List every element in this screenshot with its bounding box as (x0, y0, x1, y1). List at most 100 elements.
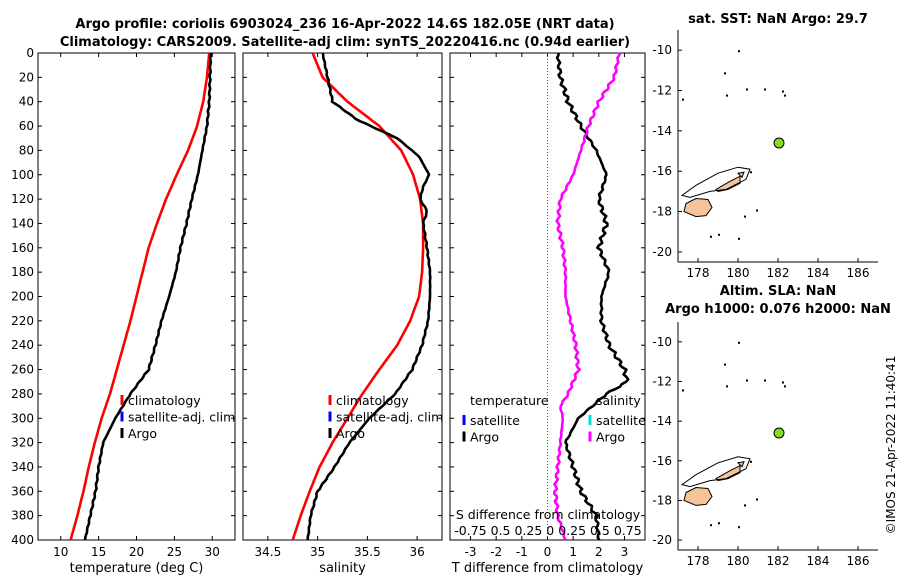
timestamp-label: ©IMOS 21-Apr-2022 11:40:41 (884, 356, 898, 535)
top-axis-label: S difference from climatology (456, 507, 641, 522)
small-island (738, 50, 740, 53)
y-tick-label: 160 (11, 241, 34, 255)
sst-map: sat. SST: NaN Argo: 29.7 178 180 182 184 186 -… (652, 12, 878, 280)
legend-label: Argo (336, 426, 365, 441)
x-tick-label: 1 (569, 545, 577, 559)
x-tick-label: 30 (205, 545, 220, 559)
figure-title-line2: Climatology: CARS2009. Satellite-adj cli… (60, 35, 630, 50)
small-island (726, 385, 728, 388)
y-tick-label: 320 (11, 436, 34, 450)
plot-frame (242, 52, 443, 541)
legend-label: satellite-adj. clim (336, 410, 443, 425)
x-axis-label: T difference from climatology (451, 561, 644, 576)
x-tick-label: 35.5 (354, 545, 381, 559)
map-y-tick-label: -10 (652, 43, 672, 57)
small-island (738, 341, 740, 344)
small-island (724, 72, 726, 75)
map-y-tick-label: -20 (652, 245, 672, 259)
small-island (746, 379, 748, 382)
land-island (715, 175, 741, 192)
y-tick-label: 300 (11, 411, 34, 425)
x-tick-label: 2 (595, 545, 603, 559)
series-line-argo (83, 52, 213, 541)
small-island (682, 98, 684, 101)
small-island (738, 237, 740, 240)
small-island (718, 522, 720, 525)
map-y-tick-label: -16 (652, 454, 672, 468)
y-tick-label: 280 (11, 387, 34, 401)
sla-map: Altim. SLA: NaN Argo h1000: 0.076 h2000: … (652, 284, 890, 568)
land-island (736, 171, 745, 179)
map-x-tick-label: 184 (807, 554, 830, 568)
map-y-tick-label: -12 (652, 84, 672, 98)
land-island (683, 197, 713, 218)
x-tick-label: 25 (167, 545, 182, 559)
y-tick-label: 400 (11, 533, 34, 547)
land-island (683, 486, 713, 506)
y-tick-label: 60 (19, 119, 34, 133)
figure-title-line1: Argo profile: coriolis 6903024_236 16-Ap… (75, 17, 614, 32)
map-y-tick-label: -14 (652, 124, 672, 138)
map-y-tick-label: -16 (652, 164, 672, 178)
legend-label: Argo (470, 430, 499, 445)
series-line-climatology (69, 52, 211, 541)
y-tick-label: 260 (11, 363, 34, 377)
legend-label: satellite (470, 413, 520, 428)
map-y-tick-label: -20 (652, 533, 672, 547)
small-island (746, 88, 748, 91)
small-island (784, 385, 786, 388)
map-y-tick-label: -10 (652, 335, 672, 349)
series-line-s-argo (552, 52, 622, 541)
temperature-panel: 10 15 20 25 30020406080100120140160180200220… (11, 46, 236, 576)
map-x-tick-label: 182 (767, 266, 790, 280)
x-tick-label: -2 (490, 545, 502, 559)
x-tick-label: 20 (129, 545, 144, 559)
y-tick-label: 0 (26, 46, 34, 60)
legend-title-salinity: salinity (596, 393, 641, 408)
map-title-line2: Argo h1000: 0.076 h2000: NaN (665, 302, 891, 317)
map-x-tick-label: 186 (847, 266, 870, 280)
small-island (718, 233, 720, 236)
legend-label: satellite (596, 413, 646, 428)
series-line-argo (306, 52, 432, 541)
legend-label: Argo (596, 430, 625, 445)
small-island (738, 526, 740, 529)
small-island (756, 498, 758, 501)
small-island (782, 381, 784, 384)
small-island (750, 460, 752, 463)
reef-contour (680, 456, 751, 488)
small-island (744, 504, 746, 507)
map-x-tick-label: 182 (767, 554, 790, 568)
small-island (724, 363, 726, 366)
map-x-tick-label: 184 (807, 266, 830, 280)
x-axis-label: salinity (319, 561, 366, 576)
y-tick-label: 180 (11, 265, 34, 279)
legend-label: climatology (336, 393, 409, 408)
y-tick-label: 120 (11, 192, 34, 206)
small-island (726, 94, 728, 97)
x-tick-label: 10 (53, 545, 68, 559)
x-tick-label: 34.5 (255, 545, 282, 559)
y-tick-label: 140 (11, 216, 34, 230)
argo-position-marker (773, 137, 785, 149)
y-tick-label: 20 (19, 70, 34, 84)
land-island (736, 461, 745, 468)
y-tick-label: 200 (11, 290, 34, 304)
x-tick-label: 36 (409, 545, 424, 559)
reef-contour (680, 166, 751, 198)
legend-label: satellite-adj. clim (128, 410, 235, 425)
salinity-panel: 34.5 35 35.5 36 salinity climatology satellite… (242, 52, 443, 576)
argo-position-marker (773, 427, 785, 439)
small-island (710, 524, 712, 527)
small-island (782, 90, 784, 93)
small-island (764, 379, 766, 382)
map-title-line1: Altim. SLA: NaN (720, 284, 836, 299)
x-tick-label: 0 (544, 545, 552, 559)
x-tick-label: 35 (310, 545, 325, 559)
map-y-tick-label: -12 (652, 374, 672, 388)
small-island (784, 94, 786, 97)
map-x-tick-label: 186 (847, 554, 870, 568)
y-tick-label: 220 (11, 314, 34, 328)
y-tick-label: 240 (11, 338, 34, 352)
